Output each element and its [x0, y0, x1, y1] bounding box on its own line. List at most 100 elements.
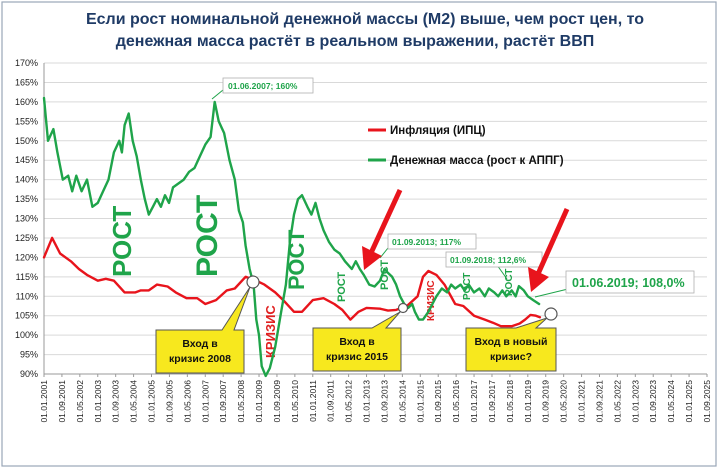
annotation-2019: 01.06.2019; 108,0% [572, 276, 685, 290]
y-tick-label: 155% [15, 116, 38, 126]
x-tick-label: 01.09.2003 [111, 380, 121, 423]
x-tick-label: 01.01.2015 [415, 380, 425, 423]
x-tick-label: 01.09.2015 [433, 380, 443, 423]
x-tick-label: 01.09.2021 [595, 380, 605, 423]
crisis-marker-2015 [397, 302, 409, 314]
x-tick-label: 01.09.2019 [541, 380, 551, 423]
x-tick-label: 01.01.2023 [630, 380, 640, 423]
x-tick-label: 01.01.2001 [39, 380, 49, 423]
y-tick-label: 150% [15, 136, 38, 146]
crisis-marker-2019 [544, 307, 558, 321]
callout-2015-line-2: кризис 2015 [326, 351, 388, 363]
x-tick-label: 01.01.2017 [469, 380, 479, 423]
callout-2015-shape [312, 311, 402, 372]
x-tick-label: 01.01.2005 [147, 380, 157, 423]
annotation-2018: 01.09.2018; 112,6% [450, 255, 527, 265]
x-tick-label: 01.01.2003 [93, 380, 103, 423]
y-tick-label: 135% [15, 194, 38, 204]
annotation-leader-2007 [211, 89, 224, 100]
annotation-leader-2019 [534, 288, 569, 298]
callout-2019-shape [465, 317, 557, 372]
x-tick-label: 01.01.2021 [577, 380, 587, 423]
x-tick-label: 01.09.2007 [218, 380, 228, 423]
x-tick-label: 01.05.2008 [236, 380, 246, 423]
x-tick-label: 01.05.2006 [182, 380, 192, 423]
x-tick-label: 01.01.2019 [523, 380, 533, 423]
callout-2008-shape [155, 286, 251, 374]
big-word-rost-4: РОСТ [336, 272, 348, 302]
x-tick-label: 01.05.2012 [344, 380, 354, 423]
annotation-box-2019 [565, 270, 695, 294]
callouts: Вход в кризис 2008 Вход в кризис 2015 Вх… [155, 286, 557, 374]
x-tick-label: 01.05.2022 [612, 380, 622, 423]
annotation-2013: 01.09.2013; 117% [392, 237, 461, 247]
x-tick-label: 01.09.2001 [57, 380, 67, 423]
annotation-box-2013 [387, 233, 477, 250]
x-tick-label: 01.05.2010 [290, 380, 300, 423]
y-tick-label: 95% [20, 350, 38, 360]
y-axis: 90% 95% 100% 105% 110% 115% 120% 125% 130% 135% 14… [15, 58, 38, 379]
y-tick-label: 125% [15, 233, 38, 243]
callout-2008-line-1: Вход в [182, 338, 218, 350]
big-word-rost-1: РОСТ [107, 206, 137, 277]
x-tick-label: 01.09.2009 [272, 380, 282, 423]
y-tick-label: 100% [15, 330, 38, 340]
annotation-box-2007 [222, 77, 314, 94]
x-tick-label: 01.05.2004 [129, 380, 139, 423]
arrow-2013-head [362, 246, 382, 270]
x-tick-label: 01.05.2002 [75, 380, 85, 423]
x-tick-label: 01.05.2018 [505, 380, 515, 423]
x-tick-label: 01.09.2005 [164, 380, 174, 423]
x-tick-label: 01.05.2024 [666, 380, 676, 423]
x-tick-label: 01.01.2013 [362, 380, 372, 423]
x-tick-label: 01.09.2013 [380, 380, 390, 423]
big-word-rost-5: РОСТ [379, 260, 391, 290]
crisis-word-2: КРИЗИС [426, 280, 437, 321]
x-tick-label: 01.09.2011 [326, 380, 336, 422]
x-tick-label: 01.09.2025 [702, 380, 712, 423]
arrow-2019-head [528, 267, 549, 292]
y-tick-label: 170% [15, 58, 38, 68]
legend: Инфляция (ИПЦ) Денежная масса (рост к АП… [368, 125, 564, 167]
x-tick-label: 01.09.2017 [487, 380, 497, 423]
x-tick-label: 01.01.2009 [254, 380, 264, 423]
y-tick-label: 140% [15, 175, 38, 185]
big-word-rost-7: РОСТ [504, 269, 515, 296]
x-tick-label: 01.09.2023 [648, 380, 658, 423]
annotations: 01.06.2007; 160% 01.09.2013; 117% 01.09.… [211, 77, 695, 298]
legend-label-inflation: Инфляция (ИПЦ) [390, 125, 486, 137]
legend-label-money: Денежная масса (рост к АППГ) [390, 155, 564, 167]
callout-2015-line-1: Вход в [339, 336, 375, 348]
big-words: РОСТ РОСТ РОСТ РОСТ РОСТ РОСТ РОСТ КРИЗИ… [107, 195, 515, 358]
x-tick-label: 01.01.2025 [684, 380, 694, 423]
crisis-marker-2008 [246, 275, 260, 289]
y-tick-label: 130% [15, 214, 38, 224]
y-tick-label: 105% [15, 311, 38, 321]
y-tick-label: 110% [16, 291, 38, 301]
x-tick-label: 01.05.2020 [559, 380, 569, 423]
annotation-2007: 01.06.2007; 160% [228, 81, 298, 91]
y-tick-label: 165% [15, 77, 38, 87]
callout-2008-line-2: кризис 2008 [169, 353, 231, 365]
crisis-word-1: КРИЗИС [263, 305, 278, 358]
y-tick-label: 115% [16, 272, 38, 282]
callout-2019-line-1: Вход в новый [475, 336, 548, 348]
chart-title-line-1: Если рост номинальной денежной массы (М2… [86, 11, 644, 28]
y-tick-label: 90% [20, 369, 38, 379]
series-line-inflation [42, 236, 542, 328]
arrows [362, 188, 570, 292]
x-tick-label: 01.01.2007 [200, 380, 210, 423]
callout-2019-line-2: кризис? [490, 351, 532, 363]
crisis-markers [246, 275, 558, 321]
x-tick-label: 01.01.2011 [308, 380, 318, 422]
x-axis: 01.01.2001 01.09.2001 01.05.2002 01.01.2003… [39, 374, 712, 423]
chart-title-line-2: денежная масса растёт в реальном выражен… [116, 33, 595, 50]
series-line-money [42, 96, 541, 378]
big-word-rost-2: РОСТ [191, 195, 224, 277]
y-tick-label: 160% [15, 97, 38, 107]
x-tick-label: 01.05.2016 [451, 380, 461, 423]
y-tick-label: 120% [15, 252, 38, 262]
